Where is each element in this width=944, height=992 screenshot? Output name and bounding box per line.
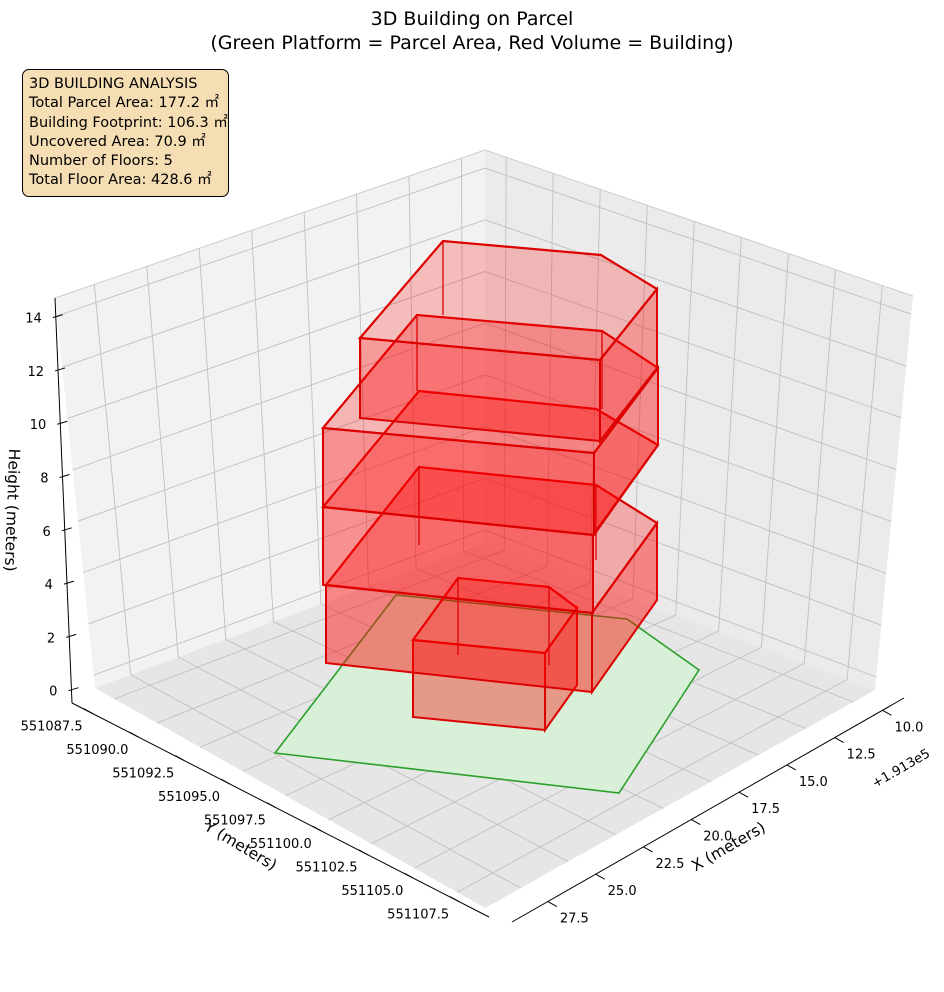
y-tick-label: 551092.5 <box>112 767 174 782</box>
pane-border <box>54 149 914 299</box>
analysis-heading: 3D BUILDING ANALYSIS <box>29 76 198 92</box>
x-tick-label: 12.5 <box>847 748 876 763</box>
z-grid-line <box>93 529 877 678</box>
chart-title: 3D Building on Parcel <box>370 8 574 30</box>
analysis-line: Total Floor Area: 428.6 ㎡ <box>29 172 212 189</box>
y-tick-label: 551102.5 <box>296 861 358 876</box>
axis-ticks: 0 2 4 6 8 10 12 14 551087.5 551090.0 551092.5 55109… <box>21 312 924 927</box>
z-tick <box>66 633 77 638</box>
x-tick-label: 25.0 <box>608 884 637 899</box>
x-tick-label: 10.0 <box>894 720 923 735</box>
z-tick-label: 8 <box>40 472 48 487</box>
y-tick <box>220 778 231 785</box>
z-grid-line <box>83 426 887 574</box>
y-grid-line <box>414 269 836 869</box>
z-tick <box>54 367 66 372</box>
y-tick-label: 551097.5 <box>204 814 266 829</box>
z-axis-line <box>54 297 73 704</box>
z-tick-label: 10 <box>30 418 47 433</box>
z-tick <box>61 527 72 532</box>
x-grid-line <box>146 266 569 862</box>
z-grid-line <box>67 271 902 420</box>
analysis-line: Number of Floors: 5 <box>29 153 173 170</box>
x-tick <box>691 819 701 825</box>
z-axis-label: Height (meters) <box>1 448 23 572</box>
y-tick <box>358 849 368 856</box>
building-floor-outline <box>320 313 660 455</box>
x-offset-label: +1.913e5 <box>870 746 933 791</box>
x-grid-line <box>93 284 521 889</box>
z-tick-label: 2 <box>47 631 55 646</box>
x-axis-label: X (meters) <box>688 818 768 875</box>
y-tick-label: 551100.0 <box>250 837 312 852</box>
y-tick <box>404 872 414 879</box>
x-tick-label: 17.5 <box>751 802 780 817</box>
building-floor-outline <box>357 239 659 362</box>
y-tick <box>83 708 93 715</box>
z-tick-label: 12 <box>27 365 44 380</box>
z-grid-line <box>77 374 892 522</box>
x-tick <box>834 737 844 744</box>
z-grid-line <box>88 477 882 626</box>
x-tick-label: 20.0 <box>703 830 732 845</box>
y-tick-label: 551095.0 <box>158 790 220 805</box>
y-grid-line <box>114 157 507 700</box>
z-tick <box>57 420 68 425</box>
analysis-line: Uncovered Area: 70.9 ㎡ <box>29 133 206 150</box>
z-grid-line <box>61 219 907 368</box>
y-tick <box>312 825 322 832</box>
z-tick-label: 14 <box>25 312 42 327</box>
z-tick <box>52 314 63 319</box>
z-grid-line <box>56 167 912 317</box>
y-grid-line <box>456 285 883 893</box>
y-tick-label: 551105.0 <box>341 884 403 899</box>
z-tick <box>68 687 79 692</box>
y-grid-line <box>156 173 554 724</box>
x-tick <box>786 764 797 771</box>
x-tick <box>547 901 558 907</box>
z-grid-line <box>72 322 897 471</box>
x-tick-label: 15.0 <box>799 775 828 790</box>
y-tick <box>129 731 139 738</box>
y-tick-label: 551087.5 <box>21 720 83 735</box>
analysis-info-box: 3D BUILDING ANALYSIS Total Parcel Area: … <box>22 69 229 197</box>
z-tick <box>59 474 70 478</box>
x-axis-line <box>511 697 905 923</box>
building-floor-outline <box>410 576 579 655</box>
z-tick-label: 0 <box>49 685 57 700</box>
y-tick-label: 551090.0 <box>66 743 128 758</box>
y-tick <box>175 755 185 762</box>
x-tick <box>738 791 749 798</box>
x-tick-label: 27.5 <box>560 912 589 927</box>
y-tick <box>449 896 460 903</box>
y-axis-line <box>71 702 490 918</box>
back-left-pane <box>55 150 485 688</box>
x-grid-line <box>460 158 854 703</box>
chart-subtitle: (Green Platform = Parcel Area, Red Volum… <box>210 32 734 54</box>
x-tick <box>643 846 653 853</box>
x-tick <box>882 709 892 716</box>
x-tick-label: 22.5 <box>655 857 684 872</box>
y-tick <box>266 802 277 809</box>
analysis-line: Total Parcel Area: 177.2 ㎡ <box>29 95 220 112</box>
analysis-line: Building Footprint: 106.3 ㎡ <box>29 114 228 131</box>
z-tick <box>63 580 75 585</box>
z-tick-label: 6 <box>42 525 50 540</box>
z-tick-label: 4 <box>45 578 53 593</box>
x-tick <box>595 873 605 880</box>
building-group <box>320 239 660 734</box>
y-tick-label: 551107.5 <box>387 908 449 923</box>
